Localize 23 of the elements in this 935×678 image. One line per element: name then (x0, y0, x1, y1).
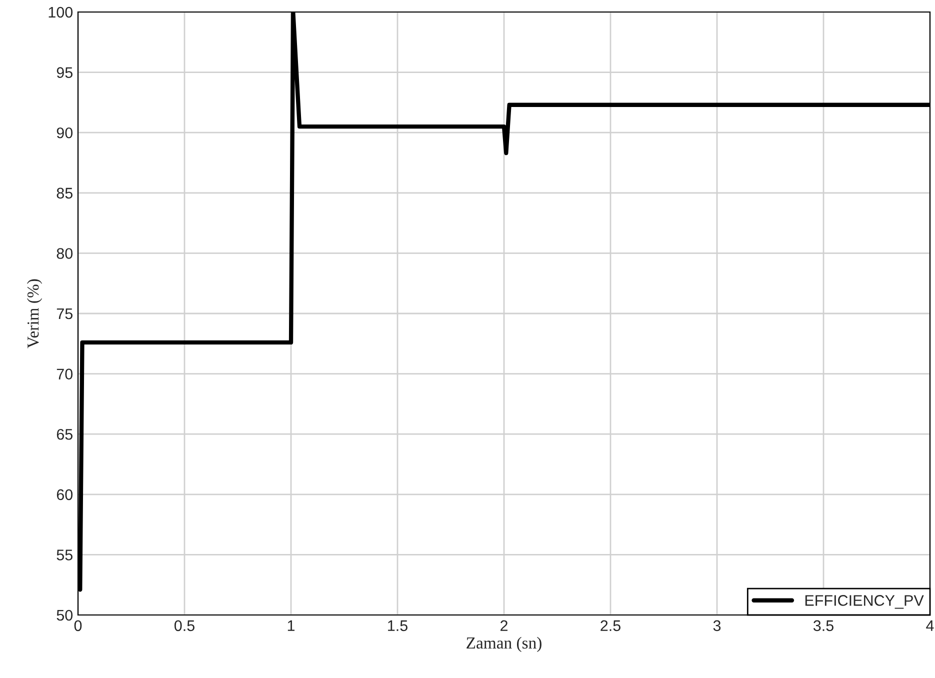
x-tick-label: 1.5 (388, 620, 408, 632)
x-tick-label: 0.5 (174, 620, 194, 632)
y-tick-label: 65 (56, 428, 72, 440)
x-tick-label: 0 (74, 620, 82, 632)
y-tick-label: 60 (56, 489, 73, 500)
x-tick-label: 3 (713, 620, 721, 632)
y-tick-label: 55 (56, 550, 72, 560)
y-tick-label: 85 (56, 188, 72, 199)
y-tick-label: 100 (48, 6, 73, 18)
x-tick-label: 2.5 (600, 620, 620, 632)
legend-label: EFFICIENCY_PV (805, 595, 924, 609)
x-tick-label: 3.5 (813, 620, 834, 632)
x-axis-title: Zaman (sn) (466, 636, 542, 652)
y-tick-label: 75 (56, 308, 72, 320)
y-tick-label: 95 (56, 67, 72, 78)
y-tick-label: 50 (56, 610, 73, 621)
x-tick-label: 2 (500, 620, 508, 631)
y-axis-title: Verim (%) (26, 279, 42, 348)
y-tick-label: 90 (56, 127, 73, 138)
x-tick-label: 1 (288, 620, 295, 631)
x-tick-label: 4 (926, 620, 934, 631)
y-tick-label: 80 (56, 248, 73, 259)
y-tick-label: 70 (56, 368, 73, 380)
